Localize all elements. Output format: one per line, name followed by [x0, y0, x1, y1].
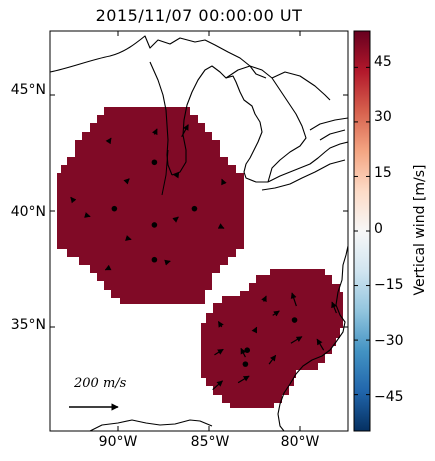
wind-vector: [290, 336, 303, 344]
reference-vector-label: 200 m/s: [74, 376, 127, 391]
wind-vector: [181, 124, 189, 138]
wind-vector: [331, 301, 337, 314]
colorbar-tick-label: −45: [374, 389, 404, 405]
colorbar-tick-label: 45: [374, 54, 392, 70]
wind-vector: [70, 196, 77, 204]
lat-label-40: 40°N: [10, 204, 46, 220]
wind-vector: [290, 292, 297, 307]
station-marker: [242, 361, 249, 367]
wind-vector: [123, 178, 130, 185]
colorbar-tick-label: −30: [374, 333, 404, 349]
wind-vector: [240, 347, 247, 358]
wind-vector: [151, 128, 158, 136]
wind-vector: [172, 216, 179, 223]
wind-field-region-south: [201, 269, 343, 408]
wind-vector: [164, 259, 171, 266]
wind-vector: [125, 235, 132, 241]
station-marker: [151, 159, 158, 166]
wind-vector: [214, 348, 224, 356]
colorbar-tick-label: −15: [374, 277, 404, 293]
map-panel: [50, 31, 348, 431]
wind-vector: [261, 295, 267, 303]
stations: [111, 159, 298, 367]
lon-label-85w: 85°W: [190, 434, 230, 450]
lon-label-80w: 80°W: [280, 434, 320, 450]
wind-vector: [105, 137, 112, 145]
wind-vector: [217, 320, 224, 328]
station-marker: [111, 205, 118, 212]
colorbar-ticks: [354, 66, 370, 396]
wind-vectors: [70, 124, 337, 391]
wind-vector: [212, 380, 223, 391]
station-marker: [151, 256, 158, 263]
wind-vector: [316, 338, 325, 351]
station-marker: [291, 317, 298, 323]
lat-label-45: 45°N: [10, 82, 46, 98]
map-ticks: [50, 31, 348, 431]
colorbar-tick-label: 30: [374, 109, 392, 125]
station-marker: [151, 222, 158, 228]
station-marker: [244, 347, 251, 354]
wind-vector: [217, 223, 225, 229]
lon-label-90w: 90°W: [98, 434, 138, 450]
wind-vector: [173, 171, 180, 179]
colorbar-tick-label: 15: [374, 165, 392, 181]
wind-vector: [237, 375, 250, 384]
map-frame: [49, 30, 349, 432]
station-marker: [191, 205, 198, 212]
coastlines: [50, 35, 348, 431]
wind-vector: [272, 310, 280, 317]
wind-vector: [221, 178, 227, 186]
wind-vector: [268, 354, 277, 365]
map-title: 2015/11/07 00:00:00 UT: [95, 6, 303, 25]
wind-vector: [104, 264, 112, 271]
lat-label-35: 35°N: [10, 317, 46, 333]
colorbar-tick-label: 0: [374, 221, 383, 237]
wind-vector: [251, 326, 258, 334]
wind-vector: [84, 212, 91, 218]
wind-field-region-north: [57, 107, 244, 304]
colorbar-label: Vertical wind [m/s]: [412, 164, 428, 296]
